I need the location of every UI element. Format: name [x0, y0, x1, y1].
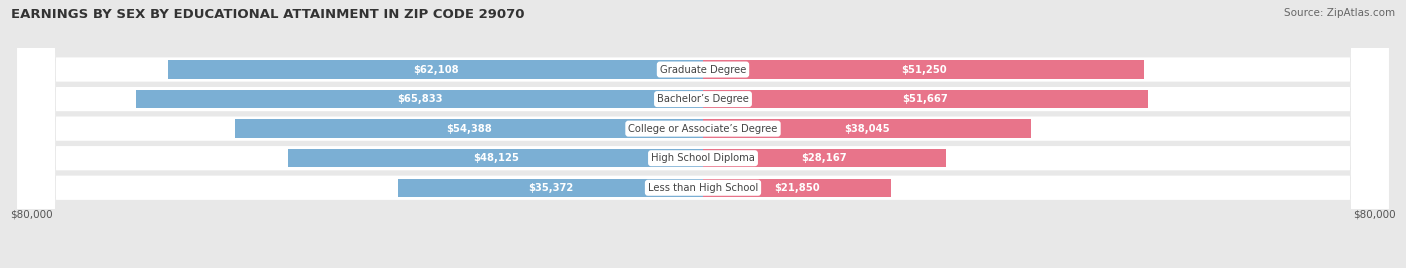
Text: High School Diploma: High School Diploma [651, 153, 755, 163]
Text: $51,250: $51,250 [901, 65, 946, 75]
Bar [703, 60, 1144, 79]
FancyBboxPatch shape [17, 0, 1389, 268]
Text: Bachelor’s Degree: Bachelor’s Degree [657, 94, 749, 104]
Text: $28,167: $28,167 [801, 153, 848, 163]
Text: $38,045: $38,045 [844, 124, 890, 134]
Text: $48,125: $48,125 [472, 153, 519, 163]
Bar [703, 149, 946, 167]
Text: Source: ZipAtlas.com: Source: ZipAtlas.com [1284, 8, 1395, 18]
Bar [136, 90, 703, 108]
FancyBboxPatch shape [17, 0, 1389, 268]
Bar [398, 178, 703, 197]
Text: $80,000: $80,000 [1353, 209, 1396, 219]
Text: $51,667: $51,667 [903, 94, 949, 104]
Text: EARNINGS BY SEX BY EDUCATIONAL ATTAINMENT IN ZIP CODE 29070: EARNINGS BY SEX BY EDUCATIONAL ATTAINMEN… [11, 8, 524, 21]
FancyBboxPatch shape [17, 0, 1389, 268]
Text: $65,833: $65,833 [396, 94, 443, 104]
Bar [703, 178, 891, 197]
Bar [703, 90, 1149, 108]
Text: $21,850: $21,850 [775, 183, 820, 193]
Bar [703, 120, 1031, 138]
Text: $35,372: $35,372 [529, 183, 574, 193]
Text: College or Associate’s Degree: College or Associate’s Degree [628, 124, 778, 134]
Bar [288, 149, 703, 167]
Bar [169, 60, 703, 79]
FancyBboxPatch shape [17, 0, 1389, 268]
FancyBboxPatch shape [17, 0, 1389, 268]
Text: $80,000: $80,000 [10, 209, 53, 219]
Text: Graduate Degree: Graduate Degree [659, 65, 747, 75]
Bar [235, 120, 703, 138]
Text: $54,388: $54,388 [446, 124, 492, 134]
Text: Less than High School: Less than High School [648, 183, 758, 193]
Text: $62,108: $62,108 [413, 65, 458, 75]
